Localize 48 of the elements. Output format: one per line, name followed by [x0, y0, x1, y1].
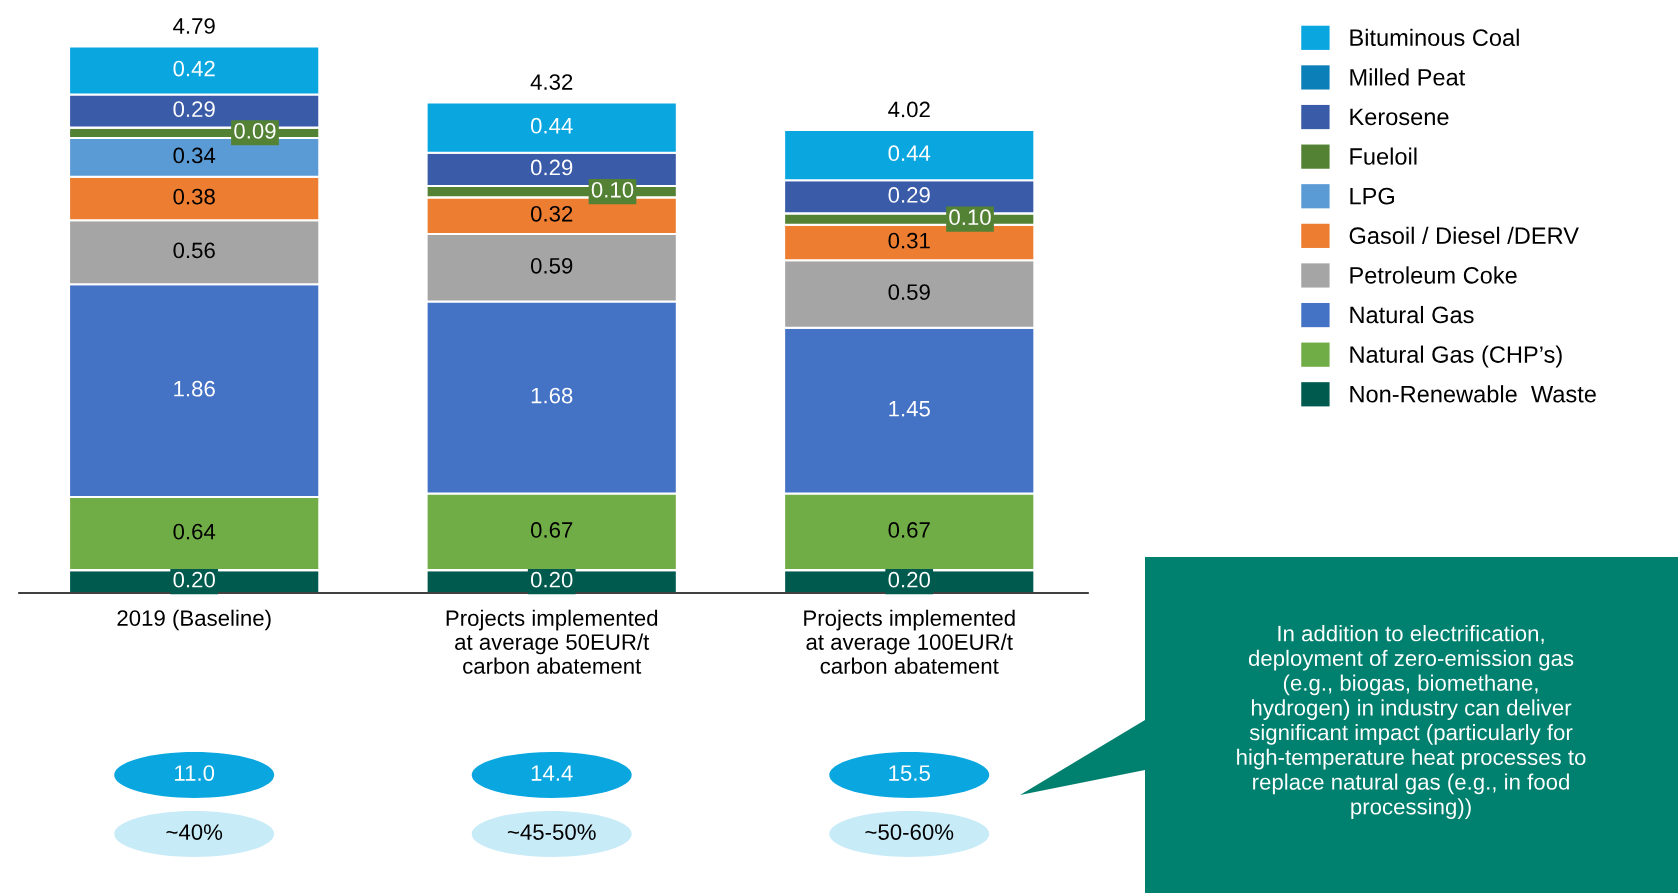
- legend-label: Kerosene: [1350, 108, 1449, 126]
- x-tick-label: Projects implemented at average 50EUR/t carbon abatement: [446, 609, 658, 674]
- data-label: 0.32: [530, 205, 573, 222]
- data-label: 0.44: [888, 145, 931, 162]
- data-label: 0.64: [173, 523, 216, 540]
- data-label: 1.45: [889, 401, 930, 417]
- data-label: 0.29: [888, 187, 930, 203]
- text: ~50-60%: [865, 824, 954, 840]
- data-label: 0.31: [888, 232, 930, 249]
- legend-label: Gasoil / Diesel /DERV: [1349, 226, 1579, 245]
- data-label: 0.09: [234, 123, 276, 139]
- data-label: 0.44: [530, 117, 573, 134]
- data-label: 0.42: [173, 60, 215, 77]
- data-label: 0.20: [530, 571, 573, 588]
- data-label: 0.29: [173, 101, 215, 118]
- data-label: 0.10: [591, 181, 634, 198]
- legend-label: Natural Gas: [1350, 305, 1474, 324]
- legend-label: Non-Renewable Waste: [1350, 385, 1596, 403]
- data-label: 0.20: [888, 571, 930, 588]
- data-label: 0.67: [888, 522, 930, 538]
- total-label: 4.32: [530, 74, 573, 90]
- text: 14.4: [531, 765, 573, 781]
- data-label: 0.38: [173, 188, 215, 205]
- text: In addition to electrification, deployment of zero-emission gas (e.g., biogas, biomethane, hydrogen) in industry can deliver significant impact (particularly for high-temperature heat processes to replace natural gas (e.g., in food processing)): [1237, 625, 1586, 819]
- data-label: 1.86: [174, 380, 215, 397]
- text: ~40%: [166, 824, 223, 840]
- data-label: 0.34: [173, 147, 216, 164]
- data-label: 1.68: [531, 387, 573, 404]
- text: 11.0: [175, 765, 215, 781]
- data-label: 0.29: [530, 159, 573, 176]
- legend-label: Petroleum Coke: [1350, 266, 1517, 284]
- total-label: 4.02: [888, 101, 930, 118]
- text: 15.5: [889, 765, 930, 781]
- legend-label: LPG: [1350, 187, 1394, 205]
- data-label: 0.67: [530, 522, 573, 538]
- legend-label: Milled Peat: [1350, 68, 1466, 86]
- data-label: 0.59: [888, 284, 930, 300]
- data-label: 0.20: [173, 571, 215, 588]
- legend-label: Bituminous Coal: [1350, 28, 1519, 47]
- text: ~45-50%: [507, 824, 596, 840]
- x-tick-label: Projects implemented at average 100EUR/t carbon abatement: [804, 609, 1015, 674]
- legend-label: Fueloil: [1350, 147, 1417, 165]
- total-label: 4.79: [173, 18, 215, 34]
- data-label: 0.10: [949, 209, 991, 226]
- x-tick-label: 2019 (Baseline): [117, 609, 271, 631]
- legend-label: Natural Gas (CHP’s): [1350, 345, 1562, 368]
- data-label: 0.56: [173, 242, 215, 259]
- data-label: 0.59: [530, 257, 573, 274]
